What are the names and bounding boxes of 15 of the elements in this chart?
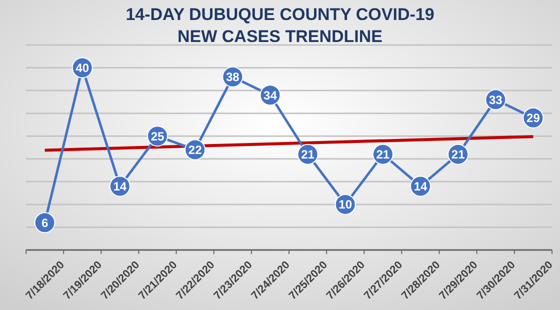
- data-label: 6: [41, 216, 48, 230]
- data-label: 40: [76, 60, 90, 75]
- data-label: 14: [113, 179, 127, 194]
- data-label: 33: [488, 92, 503, 107]
- data-label: 21: [451, 148, 466, 162]
- chart-title: 14-DAY DUBUQUE COUNTY COVID-19 NEW CASES TRENDLINE: [126, 5, 434, 46]
- data-label: 10: [338, 198, 352, 212]
- data-label: 14: [414, 179, 428, 194]
- data-label: 38: [226, 70, 240, 84]
- data-label: 29: [526, 111, 540, 126]
- data-label: 21: [376, 148, 390, 162]
- data-label: 21: [301, 148, 315, 162]
- data-label: 34: [264, 88, 278, 102]
- data-label: 22: [188, 142, 202, 157]
- data-label: 25: [150, 129, 164, 144]
